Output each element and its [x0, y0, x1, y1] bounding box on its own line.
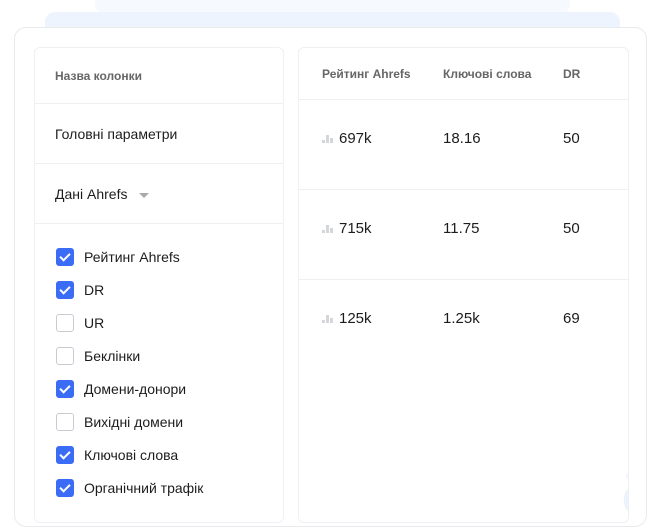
checkbox-label: DR: [84, 281, 105, 298]
checkbox[interactable]: [56, 346, 74, 365]
dropdown-label: Дані Ahrefs: [55, 185, 128, 202]
cell-ahrefs-rank: 125k: [322, 310, 372, 327]
checkbox-label: Органічний трафік: [84, 479, 204, 496]
checkbox[interactable]: [56, 247, 74, 266]
column-checkbox-item[interactable]: Домени-донори: [35, 372, 283, 405]
column-checkbox-item[interactable]: Вихідні домени: [35, 405, 283, 438]
column-checkbox-item[interactable]: UR: [35, 306, 283, 339]
data-table: ahrefs Рейтинг Ahrefs Ключові слова DR 6…: [298, 47, 629, 523]
background-layer: [95, 0, 570, 14]
main-params-label: Головні параметри: [55, 125, 178, 142]
bar-chart-icon: [322, 224, 333, 233]
ahrefs-watermark-logo: ahrefs: [621, 428, 628, 522]
table-row: 697k 18.16 50: [299, 100, 628, 190]
table-header: Рейтинг Ahrefs Ключові слова DR: [299, 48, 628, 100]
column-settings-panel: Назва колонки Головні параметри Дані Ahr…: [34, 47, 284, 523]
checkbox[interactable]: [56, 445, 74, 464]
table-row: 715k 11.75 50: [299, 190, 628, 280]
checkbox[interactable]: [56, 280, 74, 299]
column-header: Ключові слова: [443, 66, 532, 81]
cell-dr: 50: [563, 220, 580, 237]
table-row: 125k 1.25k 69: [299, 280, 628, 370]
checkbox-label: Домени-донори: [84, 380, 187, 397]
cell-keywords: 18.16: [443, 130, 481, 147]
checkbox-label: Беклінки: [84, 347, 141, 364]
cell-ahrefs-rank: 697k: [322, 130, 372, 147]
column-header: Рейтинг Ahrefs: [322, 66, 411, 81]
column-checkbox-item[interactable]: Беклінки: [35, 339, 283, 372]
checkbox-label: UR: [84, 314, 105, 331]
cell-ahrefs-rank: 715k: [322, 220, 372, 237]
column-name-header: Назва колонки: [35, 48, 283, 104]
column-checkbox-item[interactable]: Органічний трафік: [35, 471, 283, 504]
cell-keywords: 11.75: [443, 220, 480, 237]
checkbox[interactable]: [56, 379, 74, 398]
column-header: DR: [563, 66, 581, 81]
main-params-item[interactable]: Головні параметри: [35, 104, 283, 164]
ahrefs-data-dropdown[interactable]: Дані Ahrefs: [35, 164, 283, 224]
checkbox-label: Ключові слова: [84, 446, 179, 463]
checkbox[interactable]: [56, 313, 74, 332]
bar-chart-icon: [322, 314, 333, 323]
cell-keywords: 1.25k: [443, 310, 480, 327]
bar-chart-icon: [322, 134, 333, 143]
checkbox-label: Вихідні домени: [84, 413, 184, 430]
checkbox[interactable]: [56, 412, 74, 431]
column-checkbox-item[interactable]: DR: [35, 273, 283, 306]
checkbox-label: Рейтинг Ahrefs: [84, 248, 180, 265]
checkbox[interactable]: [56, 478, 74, 497]
cell-dr: 50: [563, 130, 580, 147]
caret-down-icon: [139, 192, 150, 198]
cell-dr: 69: [563, 310, 580, 327]
column-checkbox-item[interactable]: Ключові слова: [35, 438, 283, 471]
column-checkbox-item[interactable]: Рейтинг Ahrefs: [35, 240, 283, 273]
